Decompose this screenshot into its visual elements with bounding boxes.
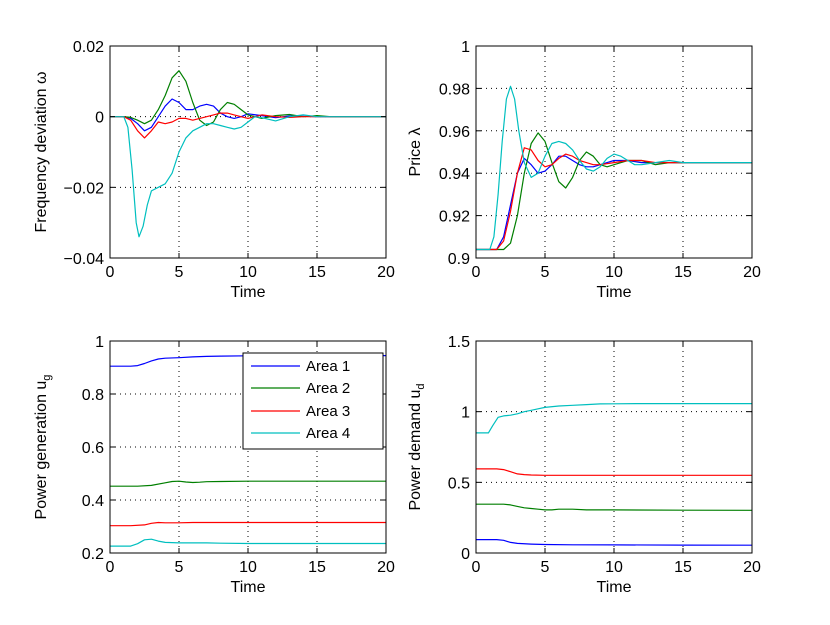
frequency-axes-box xyxy=(109,45,387,259)
demand-x-axis-title: Time xyxy=(597,579,632,596)
generation-xtick-label-2: 10 xyxy=(239,559,257,576)
generation-series-area-4 xyxy=(110,538,386,547)
legend-entry-area-4: Area 4 xyxy=(251,425,350,442)
price-axes-box xyxy=(475,45,753,259)
frequency-xtick-label-4: 20 xyxy=(377,264,395,281)
price-ytick-label-0: 0.9 xyxy=(448,251,470,268)
generation-ytick-label-0: 0.2 xyxy=(82,546,104,563)
generation-xtick-label-1: 5 xyxy=(175,559,184,576)
generation-ytick-label-2: 0.6 xyxy=(82,440,104,457)
frequency-y-axis-title: Frequency deviation ω xyxy=(33,71,50,232)
frequency-xtick-label-3: 15 xyxy=(308,264,326,281)
price-x-axis-title: Time xyxy=(597,284,632,301)
generation-axes-box xyxy=(109,340,387,554)
power-demand-panel: 0 5 10 15 20 0 0.5 1 1.5 Time Power demand ud xyxy=(407,334,761,596)
legend-label-area-2: Area 2 xyxy=(306,380,350,397)
frequency-xtick-label-2: 10 xyxy=(239,264,257,281)
price-series-area-4 xyxy=(476,85,752,251)
demand-axes-box xyxy=(475,340,753,554)
demand-xtick-label-3: 15 xyxy=(674,559,692,576)
demand-ytick-label-2: 1 xyxy=(461,405,470,422)
generation-ytick-label-1: 0.4 xyxy=(82,493,104,510)
frequency-ytick-label-1: −0.02 xyxy=(64,180,105,197)
generation-y-axis-title-subscript: g xyxy=(41,375,53,381)
frequency-ytick-label-2: 0 xyxy=(95,110,104,127)
frequency-ticks: 0 5 10 15 20 −0.04 −0.02 0 0.02 xyxy=(64,39,395,281)
demand-series xyxy=(476,403,753,546)
frequency-series-area-2 xyxy=(110,70,386,127)
demand-y-axis-title-subscript: d xyxy=(415,383,427,389)
frequency-xtick-label-0: 0 xyxy=(106,264,115,281)
legend: Area 1 Area 2 Area 3 Area 4 xyxy=(242,352,384,450)
frequency-x-axis-title: Time xyxy=(231,284,266,301)
price-grid xyxy=(476,46,752,258)
price-ytick-label-4: 0.98 xyxy=(439,81,470,98)
price-ytick-label-3: 0.96 xyxy=(439,124,470,141)
frequency-xtick-label-1: 5 xyxy=(175,264,184,281)
legend-entry-area-2: Area 2 xyxy=(251,380,350,397)
generation-y-axis-title: Power generation ug xyxy=(33,375,53,520)
frequency-series-area-4 xyxy=(110,114,386,238)
legend-label-area-1: Area 1 xyxy=(306,358,350,375)
price-ytick-label-2: 0.94 xyxy=(439,166,470,183)
demand-series-area-2 xyxy=(476,503,753,511)
frequency-deviation-panel: 0 5 10 15 20 −0.04 −0.02 0 0.02 Time Frequency d… xyxy=(33,39,395,301)
generation-series-area-2 xyxy=(110,480,386,487)
generation-xtick-label-3: 15 xyxy=(308,559,326,576)
price-xtick-label-1: 5 xyxy=(541,264,550,281)
price-xtick-label-2: 10 xyxy=(605,264,623,281)
legend-entry-area-3: Area 3 xyxy=(251,403,350,420)
demand-ytick-label-1: 0.5 xyxy=(448,475,470,492)
generation-x-axis-title: Time xyxy=(231,579,266,596)
generation-ytick-label-3: 0.8 xyxy=(82,387,104,404)
demand-y-axis-title-main: Power demand u xyxy=(407,390,424,511)
demand-grid xyxy=(476,341,752,553)
price-panel: 0 5 10 15 20 0.9 0.92 0.94 0.96 0.98 1 Time Price … xyxy=(407,39,761,301)
generation-xtick-label-0: 0 xyxy=(106,559,115,576)
price-xtick-label-0: 0 xyxy=(472,264,481,281)
legend-label-area-3: Area 3 xyxy=(306,403,350,420)
demand-ticks: 0 5 10 15 20 0 0.5 1 1.5 xyxy=(448,334,761,576)
price-ytick-label-1: 0.92 xyxy=(439,209,470,226)
frequency-ytick-label-3: 0.02 xyxy=(73,39,104,56)
generation-xtick-label-4: 20 xyxy=(377,559,395,576)
legend-entry-area-1: Area 1 xyxy=(251,358,350,375)
demand-series-area-1 xyxy=(476,538,753,546)
demand-xtick-label-4: 20 xyxy=(743,559,761,576)
price-xtick-label-3: 15 xyxy=(674,264,692,281)
demand-ytick-label-3: 1.5 xyxy=(448,334,470,351)
generation-y-axis-title-main: Power generation u xyxy=(33,381,50,520)
demand-xtick-label-1: 5 xyxy=(541,559,550,576)
price-series xyxy=(476,85,752,251)
price-ytick-label-5: 1 xyxy=(461,39,470,56)
demand-xtick-label-2: 10 xyxy=(605,559,623,576)
generation-series-area-3 xyxy=(110,521,386,527)
generation-ytick-label-4: 1 xyxy=(95,334,104,351)
price-y-axis-title: Price λ xyxy=(407,128,424,177)
legend-label-area-4: Area 4 xyxy=(306,425,350,442)
demand-series-area-3 xyxy=(476,468,752,476)
frequency-ytick-label-0: −0.04 xyxy=(64,251,105,268)
frequency-series xyxy=(110,70,386,238)
demand-ytick-label-0: 0 xyxy=(461,546,470,563)
demand-series-area-4 xyxy=(476,403,752,434)
demand-y-axis-title: Power demand ud xyxy=(407,383,427,510)
demand-xtick-label-0: 0 xyxy=(472,559,481,576)
price-xtick-label-4: 20 xyxy=(743,264,761,281)
price-ticks: 0 5 10 15 20 0.9 0.92 0.94 0.96 0.98 1 xyxy=(439,39,761,281)
